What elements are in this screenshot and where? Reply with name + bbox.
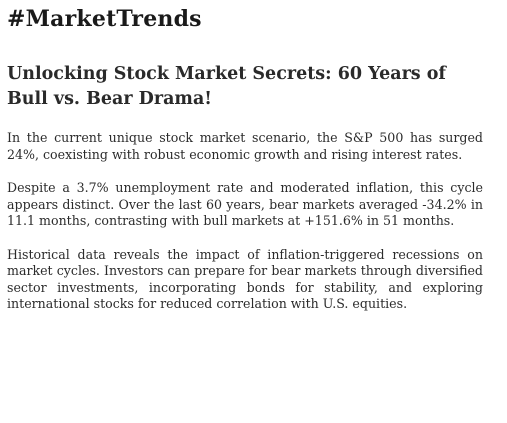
article: #MarketTrends Unlocking Stock Market Sec… — [7, 0, 483, 313]
hashtag-title: #MarketTrends — [7, 6, 202, 32]
paragraph-bull-bear-stats: Despite a 3.7% unemployment rate and mod… — [7, 180, 483, 228]
paragraph-investor-advice: Historical data reveals the impact of in… — [7, 246, 483, 312]
paragraph-market-scenario: In the current unique stock market scena… — [7, 130, 483, 162]
article-headline: Unlocking Stock Market Secrets: 60 Years… — [7, 64, 446, 109]
